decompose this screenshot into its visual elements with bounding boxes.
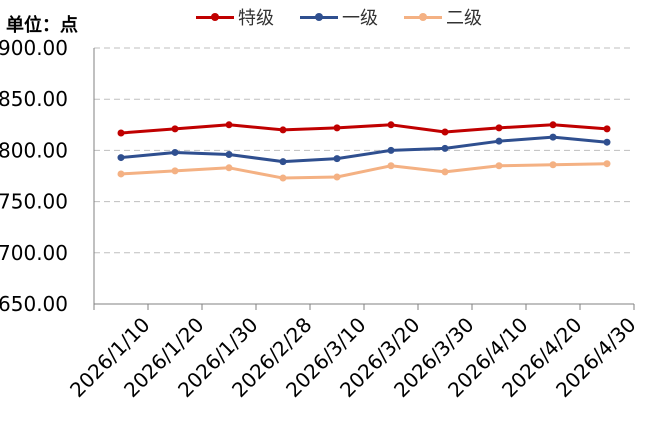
series-line-2 bbox=[120, 162, 608, 180]
series-0-point-9 bbox=[603, 125, 611, 133]
legend-item-series-2: 二级 bbox=[404, 4, 482, 30]
legend-label-series-1: 一级 bbox=[342, 8, 378, 29]
series-0-point-6 bbox=[441, 128, 449, 136]
series-2-point-2 bbox=[225, 164, 233, 172]
series-1-point-5 bbox=[387, 146, 395, 154]
series-0-point-4 bbox=[333, 124, 341, 132]
series-1-point-6 bbox=[441, 144, 449, 152]
series-2-point-9 bbox=[603, 160, 611, 168]
series-1-point-9 bbox=[603, 138, 611, 146]
series-0-point-1 bbox=[171, 125, 179, 133]
legend-swatch-series-0 bbox=[196, 12, 234, 21]
series-2-point-6 bbox=[441, 168, 449, 176]
legend: 特级 一级 二级 bbox=[196, 4, 508, 30]
series-1-point-0 bbox=[117, 154, 125, 162]
unit-label: 单位：点 bbox=[6, 15, 78, 36]
series-2-point-7 bbox=[495, 162, 503, 170]
y-tick-label-3: 750.00 bbox=[0, 190, 68, 214]
series-0-point-0 bbox=[117, 129, 125, 137]
y-tick-label-4: 700.00 bbox=[0, 241, 68, 265]
series-1-point-1 bbox=[171, 148, 179, 156]
series-0-point-2 bbox=[225, 121, 233, 129]
series-2-point-3 bbox=[279, 174, 287, 182]
y-tick-label-5: 650.00 bbox=[0, 292, 68, 316]
series-0-point-8 bbox=[549, 121, 557, 129]
legend-item-series-0: 特级 bbox=[196, 4, 274, 30]
y-tick-label-1: 850.00 bbox=[0, 87, 68, 111]
series-line-1 bbox=[120, 135, 608, 164]
legend-label-series-2: 二级 bbox=[446, 8, 482, 29]
series-0-point-3 bbox=[279, 126, 287, 134]
series-2-point-1 bbox=[171, 167, 179, 175]
series-1-point-2 bbox=[225, 150, 233, 158]
series-0-point-7 bbox=[495, 124, 503, 132]
series-2-point-5 bbox=[387, 162, 395, 170]
series-1-point-3 bbox=[279, 158, 287, 166]
series-2-point-8 bbox=[549, 161, 557, 169]
legend-swatch-series-2 bbox=[404, 12, 442, 21]
legend-label-series-0: 特级 bbox=[238, 8, 274, 29]
legend-item-series-1: 一级 bbox=[300, 4, 378, 30]
series-2-point-4 bbox=[333, 173, 341, 181]
series-line-0 bbox=[120, 123, 608, 135]
series-0-point-5 bbox=[387, 121, 395, 129]
series-1-point-7 bbox=[495, 137, 503, 145]
legend-swatch-series-1 bbox=[300, 12, 338, 21]
series-1-point-8 bbox=[549, 133, 557, 141]
series-2-point-0 bbox=[117, 170, 125, 178]
y-tick-label-2: 800.00 bbox=[0, 138, 68, 162]
series-1-point-4 bbox=[333, 155, 341, 163]
y-tick-label-0: 900.00 bbox=[0, 36, 68, 60]
